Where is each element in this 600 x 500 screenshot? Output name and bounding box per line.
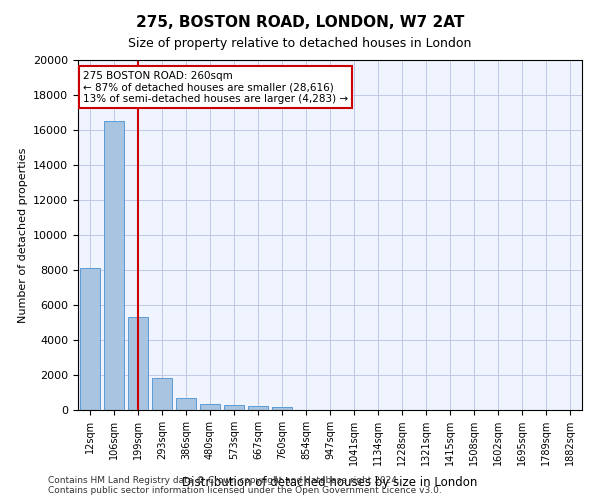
Text: 275 BOSTON ROAD: 260sqm
← 87% of detached houses are smaller (28,616)
13% of sem: 275 BOSTON ROAD: 260sqm ← 87% of detache…	[83, 70, 348, 104]
Y-axis label: Number of detached properties: Number of detached properties	[17, 148, 28, 322]
Bar	[80, 268, 100, 410]
Text: 275, BOSTON ROAD, LONDON, W7 2AT: 275, BOSTON ROAD, LONDON, W7 2AT	[136, 15, 464, 30]
Text: Contains public sector information licensed under the Open Government Licence v3: Contains public sector information licen…	[48, 486, 442, 495]
Bar	[272, 406, 292, 410]
Bar	[248, 406, 268, 410]
Text: Contains HM Land Registry data © Crown copyright and database right 2024.: Contains HM Land Registry data © Crown c…	[48, 476, 400, 485]
X-axis label: Distribution of detached houses by size in London: Distribution of detached houses by size …	[182, 476, 478, 490]
Bar	[176, 398, 196, 410]
Bar	[128, 318, 148, 410]
Bar	[200, 404, 220, 410]
Bar	[224, 405, 244, 410]
Text: Size of property relative to detached houses in London: Size of property relative to detached ho…	[128, 38, 472, 51]
Bar	[104, 122, 124, 410]
Bar	[152, 378, 172, 410]
